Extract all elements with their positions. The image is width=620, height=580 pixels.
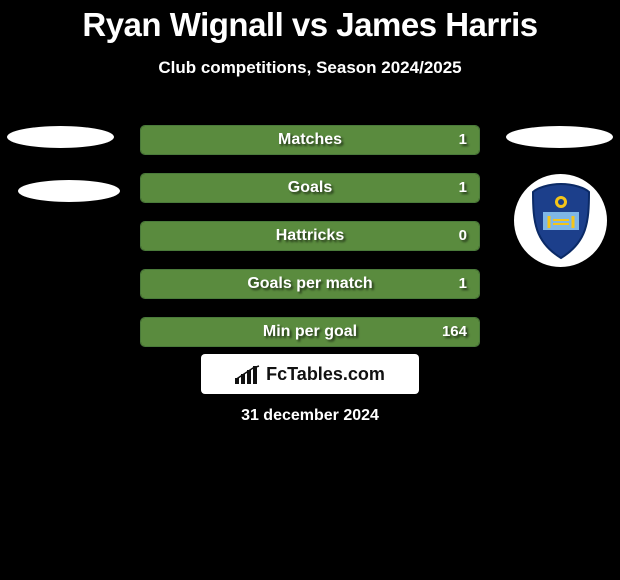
shield-icon [529, 182, 593, 260]
stat-row: Goals per match1 [140, 269, 480, 299]
stat-value-right: 1 [447, 270, 479, 298]
player-right-blob [506, 126, 613, 148]
stat-row: Goals1 [140, 173, 480, 203]
bar-chart-icon [235, 364, 261, 384]
page-subtitle: Club competitions, Season 2024/2025 [0, 58, 620, 78]
stat-label: Min per goal [141, 318, 479, 346]
stat-value-right: 1 [447, 126, 479, 154]
page-title: Ryan Wignall vs James Harris [0, 0, 620, 44]
stat-row: Matches1 [140, 125, 480, 155]
stat-value-right: 1 [447, 174, 479, 202]
stats-table: Matches1Goals1Hattricks0Goals per match1… [140, 125, 480, 365]
stat-label: Hattricks [141, 222, 479, 250]
stat-value-right: 0 [447, 222, 479, 250]
snapshot-date: 31 december 2024 [0, 407, 620, 425]
stat-label: Matches [141, 126, 479, 154]
stat-row: Hattricks0 [140, 221, 480, 251]
brand-name: FcTables.com [266, 364, 385, 385]
player-left-blob-2 [18, 180, 120, 202]
player-left-blob-1 [7, 126, 114, 148]
comparison-card: Ryan Wignall vs James Harris Club compet… [0, 0, 620, 580]
stat-value-right: 164 [430, 318, 479, 346]
stat-label: Goals [141, 174, 479, 202]
stat-label: Goals per match [141, 270, 479, 298]
stat-row: Min per goal164 [140, 317, 480, 347]
club-crest [514, 174, 607, 267]
brand-badge[interactable]: FcTables.com [201, 354, 419, 394]
